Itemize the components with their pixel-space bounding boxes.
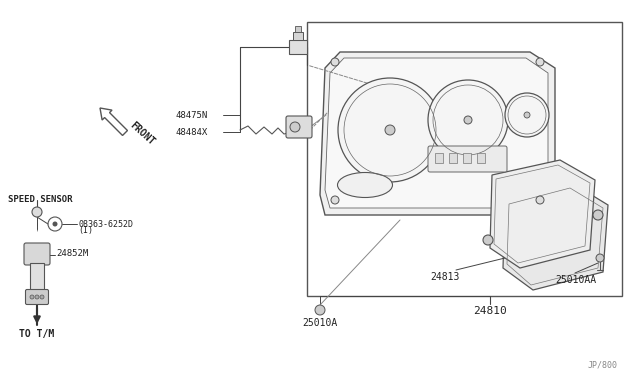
Circle shape: [536, 196, 544, 204]
Text: 48475N: 48475N: [175, 110, 207, 119]
Text: SPEED SENSOR: SPEED SENSOR: [8, 195, 72, 204]
Bar: [463, 153, 471, 163]
Circle shape: [464, 116, 472, 124]
Circle shape: [290, 122, 300, 132]
Circle shape: [524, 112, 530, 118]
Bar: [293, 32, 303, 40]
Text: 24852M: 24852M: [56, 250, 88, 259]
Polygon shape: [320, 52, 555, 215]
Text: JP/800: JP/800: [588, 360, 618, 369]
Circle shape: [331, 58, 339, 66]
Circle shape: [35, 295, 39, 299]
Bar: [30, 263, 44, 291]
Circle shape: [596, 254, 604, 262]
Bar: [295, 26, 301, 32]
Circle shape: [40, 295, 44, 299]
Circle shape: [315, 305, 325, 315]
Circle shape: [32, 207, 42, 217]
Text: 25010AA: 25010AA: [555, 275, 596, 285]
Circle shape: [338, 78, 442, 182]
Bar: [307, 22, 622, 296]
Circle shape: [505, 93, 549, 137]
Text: (I): (I): [78, 226, 93, 235]
Text: FRONT: FRONT: [128, 120, 157, 147]
Circle shape: [52, 221, 58, 227]
Text: 48484X: 48484X: [175, 128, 207, 137]
Circle shape: [30, 295, 34, 299]
Text: 08363-6252D: 08363-6252D: [78, 220, 133, 229]
FancyBboxPatch shape: [286, 116, 312, 138]
Bar: [449, 153, 457, 163]
Text: TO T/M: TO T/M: [19, 329, 54, 339]
Bar: [477, 153, 485, 163]
Polygon shape: [503, 183, 608, 290]
Polygon shape: [100, 108, 127, 135]
Circle shape: [483, 235, 493, 245]
Circle shape: [428, 80, 508, 160]
Text: 24810: 24810: [473, 306, 507, 316]
Circle shape: [593, 210, 603, 220]
Bar: [289, 40, 307, 54]
Text: 24813: 24813: [430, 272, 460, 282]
Polygon shape: [490, 160, 595, 268]
FancyBboxPatch shape: [26, 289, 49, 305]
FancyBboxPatch shape: [24, 243, 50, 265]
Polygon shape: [325, 58, 548, 208]
Circle shape: [385, 125, 395, 135]
Bar: [435, 153, 443, 163]
Circle shape: [536, 58, 544, 66]
Ellipse shape: [337, 173, 392, 198]
FancyBboxPatch shape: [428, 146, 507, 172]
Circle shape: [331, 196, 339, 204]
Text: 25010A: 25010A: [302, 318, 338, 328]
